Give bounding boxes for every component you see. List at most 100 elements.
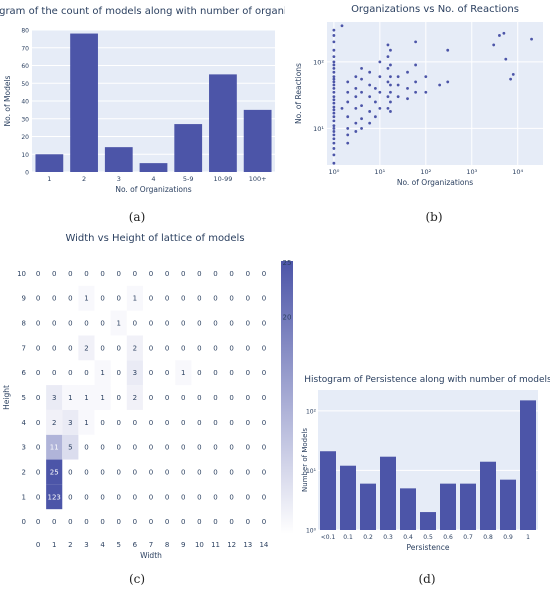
chart-c-cell-label: 0 [197, 270, 201, 278]
chart-b-xtick-label: 10⁴ [512, 168, 523, 176]
chart-b-point [332, 105, 336, 109]
chart-d-bar [520, 400, 536, 530]
chart-c-cell-label: 0 [246, 344, 250, 352]
chart-c-cell-label: 0 [68, 369, 72, 377]
chart-c-xtick-label: 6 [133, 541, 138, 549]
chart-a-bar [243, 109, 272, 172]
chart-c-cell-label: 0 [100, 270, 104, 278]
chart-b-point [511, 72, 515, 76]
chart-d-bar [460, 483, 476, 530]
chart-d-ytick-label: 10⁰ [306, 528, 317, 535]
chart-a-bar [70, 33, 98, 172]
chart-c-cell-label: 0 [246, 270, 250, 278]
chart-c-cell-label: 0 [246, 493, 250, 501]
chart-d-xtick-label: 0.2 [363, 534, 373, 541]
chart-c-cell-label: 1 [100, 394, 104, 402]
chart-c-cell-label: 0 [149, 295, 153, 303]
chart-b-ytick-label: 10² [313, 58, 324, 66]
chart-b-title: Organizations vs No. of Reactions [351, 4, 519, 15]
chart-a-bar [174, 124, 203, 172]
chart-c-cell-label: 0 [36, 444, 40, 452]
chart-c-cell-label: 0 [181, 468, 185, 476]
chart-c-ytick-label: 9 [22, 295, 26, 303]
chart-c-cell [126, 385, 143, 410]
chart-b-point [332, 90, 336, 94]
chart-c-cell-label: 0 [52, 295, 56, 303]
chart-b-point [360, 117, 363, 121]
chart-c-cell-label: 0 [229, 468, 233, 476]
chart-c-cell-label: 11 [50, 444, 59, 452]
chart-c-cell-label: 0 [229, 518, 233, 526]
chart-b-point [368, 95, 372, 99]
chart-c-cell-label: 2 [52, 419, 56, 427]
chart-b-point [332, 86, 336, 90]
chart-c-colorbar-tick-label: 25 [283, 259, 292, 267]
chart-d-xtick-label: 0.4 [403, 534, 413, 541]
chart-c-cell-label: 1 [181, 369, 185, 377]
chart-a-xtick-label: 100+ [249, 175, 267, 183]
chart-c-cell-label: 0 [197, 344, 201, 352]
chart-a-xtick-label: 3 [117, 175, 121, 183]
chart-b-point [373, 100, 377, 104]
chart-c-cell-label: 0 [262, 344, 266, 352]
chart-c-cell-label: 0 [213, 295, 217, 303]
chart-c-colorbar [281, 261, 293, 534]
chart-c-cell-label: 0 [100, 295, 104, 303]
chart-c-cell-label: 1 [84, 419, 88, 427]
chart-b-point [332, 55, 336, 59]
chart-b-point [438, 83, 442, 87]
chart-b-point [378, 75, 382, 79]
chart-b-point [386, 95, 390, 99]
chart-c-cell [126, 335, 143, 361]
chart-d-ytick-label: 10¹ [306, 468, 317, 475]
chart-d: Histogram of Persistence along with numb… [301, 375, 550, 552]
chart-b-point [396, 83, 400, 87]
chart-c-cell-label: 0 [52, 320, 56, 328]
chart-c-cell-label: 0 [116, 344, 120, 352]
chart-b-point [373, 86, 377, 90]
chart-c-xlabel: Width [140, 551, 162, 560]
chart-c-cell-label: 3 [52, 394, 56, 402]
chart-b-xtick-label: 10¹ [374, 168, 385, 176]
chart-c-cell-label: 0 [149, 344, 153, 352]
chart-b-point [492, 43, 496, 47]
chart-b-point [346, 141, 350, 145]
chart-c-cell-label: 0 [165, 419, 169, 427]
chart-c-cell-label: 0 [52, 518, 56, 526]
chart-a-ytick-label: 10 [21, 152, 29, 159]
chart-b-point [406, 86, 409, 90]
chart-b-point [332, 28, 336, 32]
chart-c-cell-label: 0 [197, 468, 201, 476]
chart-c-cell-label: 0 [36, 468, 40, 476]
chart-c-cell-label: 0 [181, 295, 185, 303]
chart-c-ytick-label: 10 [17, 270, 26, 278]
chart-c-cell-label: 0 [213, 270, 217, 278]
chart-c-cell-label: 0 [68, 518, 72, 526]
chart-d-bar [360, 483, 376, 530]
chart-c-cell [62, 409, 79, 435]
chart-a-ytick-label: 40 [21, 99, 29, 106]
chart-d-xtick-label: 0.6 [443, 534, 453, 541]
chart-c-cell-label: 0 [246, 320, 250, 328]
chart-b-ylabel: No. of Reactions [294, 63, 303, 124]
chart-c-cell-label: 123 [48, 493, 61, 501]
chart-c-cell-label: 0 [68, 320, 72, 328]
chart-c-cell-label: 2 [84, 344, 88, 352]
chart-b-point [414, 63, 418, 67]
chart-c-cell-label: 0 [262, 419, 266, 427]
chart-b-point [389, 100, 392, 104]
chart-c-cell [126, 285, 143, 311]
chart-d-xtick-label: 0.3 [383, 534, 393, 541]
chart-a-xlabel: No. of Organizations [115, 185, 191, 194]
chart-d-xlabel: Persistence [407, 543, 450, 552]
chart-b-point [389, 75, 392, 79]
chart-b-point [386, 80, 390, 84]
chart-c-cell [110, 310, 127, 336]
chart-c-cell-label: 0 [197, 518, 201, 526]
chart-c-cell-label: 0 [262, 369, 266, 377]
chart-c-cell-label: 0 [52, 369, 56, 377]
chart-c-cell-label: 0 [36, 369, 40, 377]
chart-d-bar [340, 465, 356, 530]
chart-a-xtick-label: 10-99 [213, 175, 232, 183]
chart-b-point [332, 63, 336, 67]
